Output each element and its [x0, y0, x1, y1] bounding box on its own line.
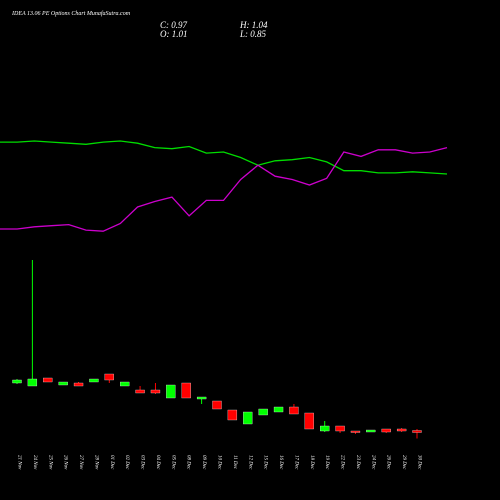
- indicator-line: [0, 140, 448, 175]
- x-tick-label: 05 Dec: [170, 455, 175, 470]
- candle-body: [335, 425, 345, 432]
- candle-body: [320, 425, 330, 432]
- x-tick-label: 29 Dec: [401, 455, 406, 470]
- info-low: L: 0.85: [239, 29, 267, 39]
- candle-body: [196, 396, 207, 400]
- x-tick-label: 24 Nov: [32, 455, 37, 470]
- x-tick-label: 03 Dec: [140, 455, 145, 470]
- x-tick-label: 19 Dec: [324, 455, 329, 470]
- x-tick-label: 26 Dec: [386, 455, 391, 470]
- x-tick-label: 24 Dec: [370, 455, 375, 470]
- candle-body: [73, 382, 84, 387]
- x-tick-label: 12 Dec: [247, 455, 252, 470]
- info-close: C: 0.97: [160, 20, 188, 30]
- candle-body: [350, 430, 361, 433]
- x-tick-label: 22 Dec: [340, 455, 345, 470]
- x-tick-label: 04 Dec: [155, 455, 160, 470]
- x-tick-label: 16 Dec: [278, 455, 283, 470]
- candle-body: [258, 408, 268, 416]
- candle-body: [27, 378, 38, 387]
- candle-body: [396, 428, 407, 432]
- candle-body: [12, 379, 22, 384]
- x-tick-label: 23 Dec: [355, 455, 360, 470]
- candle-body: [58, 381, 68, 386]
- indicator-line: [0, 146, 448, 232]
- info-open: O: 1.01: [160, 29, 188, 39]
- x-tick-label: 25 Nov: [47, 455, 52, 470]
- candle-body: [304, 412, 314, 430]
- candle-body: [135, 389, 145, 394]
- x-tick-label: 08 Dec: [186, 455, 191, 470]
- x-tick-label: 27 Nov: [78, 455, 83, 470]
- x-tick-label: 11 Dec: [232, 455, 237, 470]
- x-tick-label: 18 Dec: [309, 455, 314, 470]
- candle-body: [104, 373, 114, 381]
- candle-body: [227, 409, 238, 421]
- candle-body: [381, 428, 391, 433]
- candle-body: [120, 381, 130, 387]
- candle-body: [166, 384, 176, 399]
- x-tick-label: 30 Dec: [417, 455, 422, 470]
- x-tick-label: 15 Dec: [263, 455, 268, 470]
- candle-body: [243, 411, 253, 425]
- candle-body: [89, 378, 99, 383]
- candle-body: [43, 377, 53, 383]
- chart-title: IDEA 13.06 PE Options Chart MunafaSutra.…: [11, 10, 131, 17]
- candle-body: [366, 429, 376, 433]
- candle-body: [212, 400, 222, 410]
- x-tick-label: 17 Dec: [293, 455, 298, 470]
- x-tick-label: 28 Nov: [93, 455, 98, 470]
- candle-body: [289, 406, 299, 415]
- x-tick-label: 10 Dec: [217, 455, 222, 470]
- candle-body: [150, 389, 161, 394]
- x-tick-label: 09 Dec: [201, 455, 206, 470]
- candle-body: [273, 406, 284, 413]
- x-tick-label: 21 Nov: [17, 455, 22, 470]
- candle-body: [181, 382, 191, 399]
- info-high: H: 1.04: [239, 20, 268, 30]
- x-tick-label: 26 Nov: [63, 455, 68, 470]
- x-tick-label: 01 Dec: [109, 455, 114, 470]
- x-tick-label: 02 Dec: [124, 455, 129, 470]
- candle-body: [412, 430, 422, 433]
